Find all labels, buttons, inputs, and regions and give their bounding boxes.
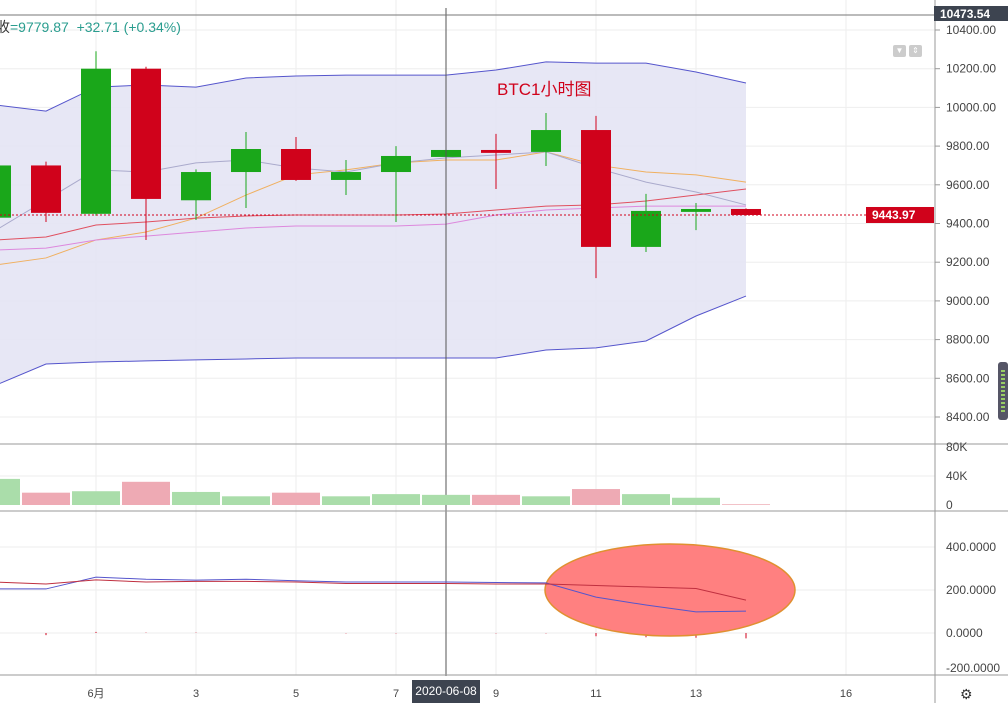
x-tick-label: 13: [690, 688, 702, 700]
candle-body: [181, 172, 211, 201]
price-tick-label: 9200.00: [946, 255, 990, 269]
candle-body: [631, 210, 661, 247]
volume-bar: [572, 489, 620, 505]
change-value: +32.71 (+0.34%): [76, 19, 181, 35]
candle-body: [581, 130, 611, 247]
arrow-down-icon[interactable]: ▼: [893, 45, 906, 57]
candle-body: [81, 68, 111, 214]
bollinger-lower-line: [0, 295, 747, 384]
volume-bar: [72, 491, 120, 505]
candle-body: [731, 208, 761, 215]
crosshair-date-badge: [412, 680, 480, 703]
price-tick-label: 9400.00: [946, 217, 990, 231]
close-label: 收: [0, 19, 10, 35]
price-tick-label: 10200.00: [946, 62, 996, 76]
highlight-ellipse: [544, 543, 796, 637]
volume-bar: [372, 494, 420, 505]
candle-body: [0, 165, 11, 218]
volume-bar: [122, 481, 170, 505]
bollinger-upper-line: [0, 61, 747, 112]
price-tick-label: 8800.00: [946, 333, 990, 347]
gear-icon[interactable]: ⚙: [960, 686, 973, 702]
volume-tick-label: 40K: [946, 469, 967, 483]
indicator-tick-label: 0.0000: [946, 626, 983, 640]
ma-line: [0, 188, 747, 241]
annotation-text: BTC1小时图: [497, 80, 591, 99]
volume-tick-label: 0: [946, 498, 953, 512]
volume-bar: [172, 491, 220, 505]
volume-bar: [0, 478, 20, 505]
x-tick-label: 5: [293, 688, 299, 700]
close-value: =9779.87: [10, 19, 69, 35]
indicator-tick-label: 400.0000: [946, 540, 996, 554]
indicator-line-2: [0, 579, 747, 601]
ma-line: [0, 205, 746, 251]
price-tick-label: 10400.00: [946, 23, 996, 37]
volume-bar: [722, 504, 770, 505]
volume-tick-label: 80K: [946, 440, 967, 454]
price-tick-label: 9800.00: [946, 139, 990, 153]
indicator-tick-label: 200.0000: [946, 583, 996, 597]
indicator-line-1: [0, 576, 747, 613]
panel-tools: ▼ ⇕: [893, 45, 922, 57]
candle-body: [331, 172, 361, 180]
volume-bar: [222, 496, 270, 505]
price-tick-label: 10000.00: [946, 100, 996, 114]
x-tick-label: 11: [590, 688, 601, 700]
volume-bar: [622, 494, 670, 505]
ma-line: [0, 151, 747, 265]
price-tick-label: 9000.00: [946, 294, 990, 308]
last-price-badge: [866, 206, 934, 223]
volume-bar: [672, 497, 720, 505]
crosshair-date-label: 2020-06-08: [415, 684, 477, 698]
candle-body: [231, 149, 261, 173]
candle-body: [31, 165, 61, 213]
price-tick-label: 8600.00: [946, 371, 990, 385]
scroll-handle[interactable]: [998, 362, 1008, 420]
ohlc-header: 收=9779.87 +32.71 (+0.34%): [0, 17, 181, 37]
volume-bar: [272, 492, 320, 505]
volume-bar: [322, 496, 370, 505]
candle-body: [281, 149, 311, 180]
arrow-updown-icon[interactable]: ⇕: [909, 45, 922, 57]
x-tick-label: 16: [840, 688, 852, 700]
candle-body: [681, 208, 711, 212]
indicator-tick-label: -200.0000: [946, 661, 1000, 675]
top-price-label: 10473.54: [940, 7, 990, 21]
ma-line: [0, 151, 747, 229]
volume-bar: [422, 494, 470, 505]
price-tick-label: 8400.00: [946, 410, 990, 424]
candle-body: [131, 68, 161, 199]
last-price-label: 9443.97: [872, 208, 916, 222]
volume-bar: [472, 494, 520, 505]
x-tick-label: 9: [493, 688, 499, 700]
volume-bar: [22, 492, 70, 505]
volume-bar: [522, 496, 570, 505]
x-tick-label: 6月: [87, 688, 104, 700]
top-price-badge: [934, 6, 1008, 21]
candle-body: [381, 155, 411, 173]
price-tick-label: 9600.00: [946, 178, 990, 192]
candle-body: [481, 149, 511, 153]
x-tick-label: 3: [193, 688, 199, 700]
candle-body: [531, 130, 561, 152]
x-tick-label: 7: [393, 688, 399, 700]
